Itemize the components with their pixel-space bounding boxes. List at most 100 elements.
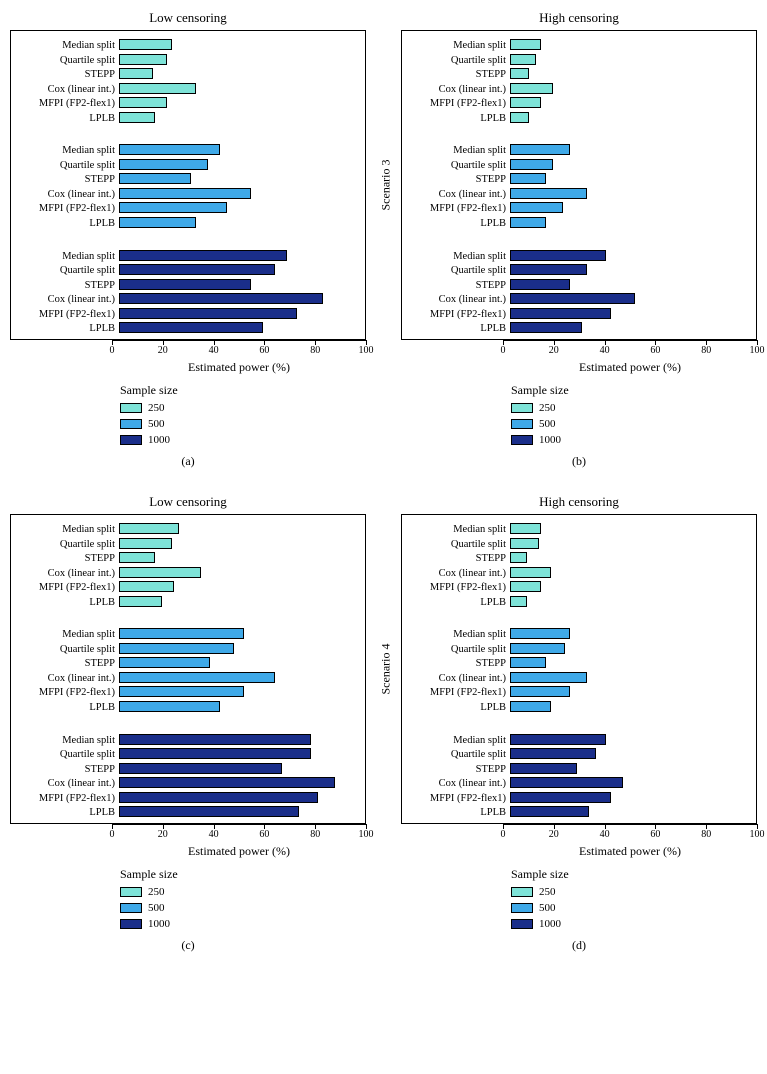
bar-group: Median splitQuartile splitSTEPPCox (line… — [408, 734, 750, 820]
bar-row: Median split — [17, 39, 359, 52]
bar-group: Median splitQuartile splitSTEPPCox (line… — [408, 144, 750, 230]
bar-label: Quartile split — [408, 265, 510, 276]
bar — [119, 686, 244, 697]
bar-area — [119, 734, 359, 747]
legend-item: 250 — [511, 884, 757, 900]
bar — [510, 264, 587, 275]
bar-row: MFPI (FP2-flex1) — [408, 686, 750, 699]
bar-row: Median split — [17, 523, 359, 536]
bar — [119, 322, 263, 333]
bar-area — [510, 701, 750, 714]
legend-item: 1000 — [511, 432, 757, 448]
bar — [119, 596, 162, 607]
bar-row: LPLB — [17, 806, 359, 819]
bar-label: MFPI (FP2-flex1) — [408, 309, 510, 320]
bar-area — [510, 173, 750, 186]
bar-label: LPLB — [408, 702, 510, 713]
panel-title: Low censoring — [10, 10, 366, 26]
legend-swatch — [120, 919, 142, 929]
bar-area — [119, 202, 359, 215]
bar-row: Quartile split — [17, 159, 359, 172]
bar — [510, 97, 541, 108]
bar-area — [510, 202, 750, 215]
bar-area — [510, 806, 750, 819]
bar-label: Cox (linear int.) — [408, 84, 510, 95]
bar-label: Quartile split — [17, 160, 119, 171]
bar-area — [510, 581, 750, 594]
bar-row: Median split — [17, 734, 359, 747]
bar — [510, 686, 570, 697]
legend-swatch — [511, 919, 533, 929]
bar — [119, 188, 251, 199]
bar-area — [510, 97, 750, 110]
bar-row: STEPP — [408, 173, 750, 186]
bar-row: Quartile split — [17, 54, 359, 67]
bar-row: STEPP — [408, 657, 750, 670]
bar-row: Cox (linear int.) — [17, 83, 359, 96]
tick-label: 20 — [158, 345, 168, 356]
bar-area — [119, 217, 359, 230]
bar — [510, 54, 536, 65]
bar — [510, 322, 582, 333]
bar-area — [119, 322, 359, 335]
bar-group: Median splitQuartile splitSTEPPCox (line… — [17, 250, 359, 336]
bar-row: LPLB — [17, 217, 359, 230]
bar — [119, 806, 299, 817]
bar-area — [510, 567, 750, 580]
x-axis: 020406080100 — [401, 340, 757, 358]
bar — [119, 538, 172, 549]
bar — [119, 581, 174, 592]
tick-label: 80 — [310, 829, 320, 840]
legend-label: 250 — [148, 884, 165, 900]
legend-label: 1000 — [148, 916, 170, 932]
bar-row: Quartile split — [17, 748, 359, 761]
bar-row: STEPP — [408, 279, 750, 292]
bar-row: Cox (linear int.) — [17, 293, 359, 306]
bar-row: LPLB — [17, 596, 359, 609]
bar-label: MFPI (FP2-flex1) — [17, 98, 119, 109]
bar-label: Cox (linear int.) — [17, 673, 119, 684]
bar-group: Median splitQuartile splitSTEPPCox (line… — [17, 628, 359, 714]
tick-label: 20 — [549, 345, 559, 356]
bar — [119, 523, 179, 534]
bar-area — [119, 672, 359, 685]
bar-area — [119, 54, 359, 67]
bar — [510, 657, 546, 668]
bar-area — [119, 523, 359, 536]
bar-label: Median split — [17, 145, 119, 156]
bar-row: Median split — [408, 734, 750, 747]
bar — [510, 188, 587, 199]
bar-row: MFPI (FP2-flex1) — [17, 202, 359, 215]
chart-box: Scenario 3Median splitQuartile splitSTEP… — [10, 30, 366, 340]
bar — [119, 748, 311, 759]
panel-b: High censoringScenario 3Median splitQuar… — [401, 10, 757, 469]
bar-area — [119, 68, 359, 81]
bar-label: LPLB — [17, 113, 119, 124]
chart-box: Scenario 3Median splitQuartile splitSTEP… — [401, 30, 757, 340]
legend-swatch — [511, 903, 533, 913]
bar-row: Median split — [408, 628, 750, 641]
bar — [510, 734, 606, 745]
bar-area — [510, 523, 750, 536]
bar-area — [119, 628, 359, 641]
bar-label: LPLB — [408, 807, 510, 818]
bar-label: MFPI (FP2-flex1) — [408, 582, 510, 593]
bar-row: Cox (linear int.) — [17, 672, 359, 685]
bar-area — [119, 763, 359, 776]
bar-area — [119, 748, 359, 761]
x-axis-title: Estimated power (%) — [503, 844, 757, 859]
bar-area — [510, 748, 750, 761]
bar-label: Cox (linear int.) — [17, 189, 119, 200]
bar-group: Median splitQuartile splitSTEPPCox (line… — [408, 250, 750, 336]
bar-area — [119, 188, 359, 201]
bar-label: Median split — [408, 40, 510, 51]
bar — [510, 628, 570, 639]
bar-row: LPLB — [408, 596, 750, 609]
x-axis-title: Estimated power (%) — [112, 844, 366, 859]
bar-label: Quartile split — [17, 55, 119, 66]
subplot-letter: (b) — [401, 454, 757, 469]
bar-area — [510, 628, 750, 641]
tick-label: 100 — [359, 345, 374, 356]
bar-label: STEPP — [17, 69, 119, 80]
bar-label: MFPI (FP2-flex1) — [17, 687, 119, 698]
